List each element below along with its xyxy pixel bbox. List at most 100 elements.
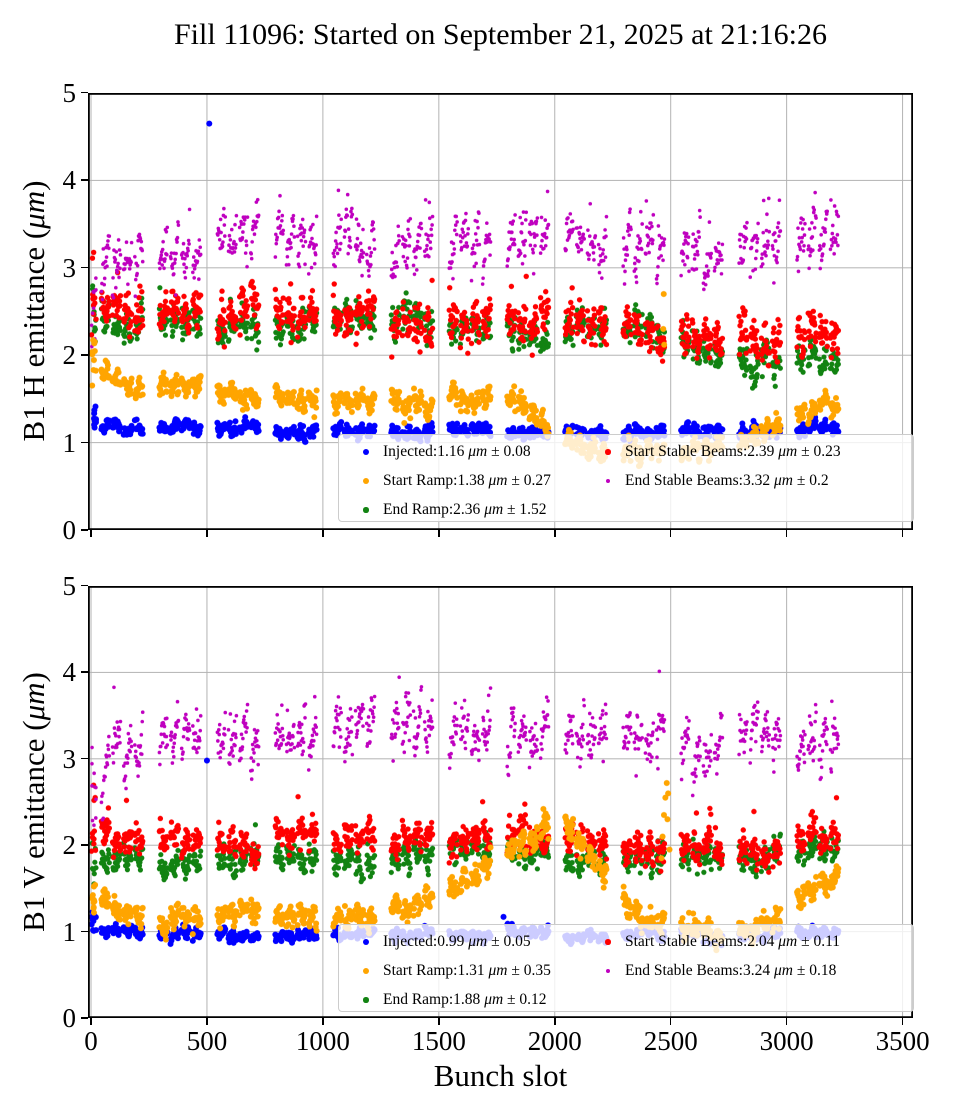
legend-entry-start-ramp: Start Ramp:1.38 μm ± 0.27 (349, 468, 551, 494)
legend-entry-injected: Injected:0.99 μm ± 0.05 (349, 929, 531, 955)
x-axis-label: Bunch slot (433, 1058, 568, 1093)
legend-label: Start Stable Beams:2.04 μm ± 0.11 (625, 933, 841, 950)
y-tick-label-B1H: 4 (62, 165, 77, 195)
legend-entry-start-ramp: Start Ramp:1.31 μm ± 0.35 (349, 958, 551, 984)
legend-label: Injected:1.16 μm ± 0.08 (383, 443, 531, 460)
legend-entry-start-stable-beams: Start Stable Beams:2.04 μm ± 0.11 (591, 929, 840, 955)
legend-marker-icon (591, 939, 625, 945)
legend-marker-icon (591, 969, 625, 973)
x-tick-B1V (90, 1018, 92, 1025)
y-tick-label-B1V: 0 (62, 1003, 77, 1033)
x-tick-label: 0 (84, 1026, 98, 1056)
legend-units: μm (484, 991, 504, 1008)
x-tick-B1H (206, 530, 208, 537)
y-tick-B1V (81, 930, 88, 933)
y-axis-label-b1h-units: μm (16, 190, 51, 229)
x-tick-label: 500 (186, 1026, 228, 1056)
x-tick-label: 2000 (527, 1026, 582, 1056)
y-tick-label-B1H: 2 (62, 340, 77, 370)
x-tick-B1V (322, 1018, 324, 1025)
y-tick-B1V (81, 844, 88, 846)
x-tick-label: 3000 (759, 1026, 814, 1056)
legend-entry-start-stable-beams: Start Stable Beams:2.39 μm ± 0.23 (591, 439, 841, 465)
legend-entry-end-ramp: End Ramp:1.88 μm ± 0.12 (349, 987, 547, 1013)
x-tick-B1H (90, 530, 92, 537)
legend-marker-icon (349, 997, 383, 1003)
legend-dot-icon (363, 997, 369, 1003)
legend-marker-icon (591, 449, 625, 455)
y-tick-B1H (81, 179, 88, 181)
legend-units: μm (778, 933, 798, 950)
x-tick-B1H (669, 530, 672, 537)
legend-marker-icon (591, 479, 625, 483)
y-tick-B1V (81, 671, 88, 673)
y-tick-B1H (81, 441, 88, 444)
legend-B1H: Injected:1.16 μm ± 0.08 Start Ramp:1.38 μ… (338, 434, 914, 522)
legend-units: μm (773, 472, 793, 489)
y-tick-label-B1H: 3 (62, 252, 77, 283)
legend-dot-icon (605, 449, 611, 455)
legend-marker-icon (349, 507, 383, 513)
y-axis-label-b1v-units: μm (16, 682, 51, 721)
legend-entry-injected: Injected:1.16 μm ± 0.08 (349, 439, 531, 465)
legend-entry-end-ramp: End Ramp:2.36 μm ± 1.52 (349, 497, 547, 523)
legend-dot-icon (606, 969, 610, 973)
y-tick-B1V (81, 584, 88, 587)
legend-label: Injected:0.99 μm ± 0.05 (383, 933, 531, 950)
legend-label: End Ramp:1.88 μm ± 0.12 (383, 991, 547, 1008)
legend-label: Start Ramp:1.38 μm ± 0.27 (383, 472, 551, 489)
y-tick-label-B1H: 1 (62, 427, 77, 458)
x-tick-B1H (553, 530, 556, 537)
y-tick-label-B1V: 2 (62, 830, 77, 860)
legend-label: End Ramp:2.36 μm ± 1.52 (383, 501, 547, 518)
legend-label: End Stable Beams:3.32 μm ± 0.2 (625, 472, 829, 489)
legend-units: μm (468, 443, 488, 460)
legend-units: μm (468, 933, 488, 950)
y-tick-B1V (81, 757, 88, 760)
legend-units: μm (773, 962, 793, 979)
x-tick-B1V (669, 1018, 672, 1025)
legend-dot-icon (363, 968, 369, 974)
x-tick-B1H (322, 530, 324, 537)
legend-dot-icon (363, 478, 369, 484)
legend-dot-icon (606, 479, 610, 483)
x-tick-B1H (438, 530, 440, 537)
x-tick-B1V (901, 1018, 904, 1025)
legend-entry-end-stable-beams: End Stable Beams:3.24 μm ± 0.18 (591, 958, 836, 984)
legend-dot-icon (363, 507, 369, 513)
x-tick-B1V (785, 1018, 788, 1025)
legend-units: μm (488, 962, 508, 979)
y-tick-label-B1V: 3 (62, 743, 77, 774)
legend-units: μm (778, 443, 798, 460)
y-tick-B1H (81, 529, 88, 531)
y-tick-B1H (81, 354, 88, 356)
y-tick-label-B1V: 4 (62, 657, 77, 687)
x-tick-label: 1500 (411, 1026, 466, 1056)
legend-marker-icon (349, 449, 383, 455)
x-tick-B1H (901, 530, 904, 537)
legend-dot-icon (363, 449, 369, 455)
x-tick-B1H (785, 530, 788, 537)
legend-marker-icon (349, 968, 383, 974)
y-tick-label-B1V: 5 (62, 570, 77, 601)
legend-marker-icon (349, 478, 383, 484)
legend-label: End Stable Beams:3.24 μm ± 0.18 (625, 962, 837, 979)
y-tick-label-B1H: 5 (62, 77, 77, 108)
x-tick-B1V (553, 1018, 556, 1025)
legend-label: Start Ramp:1.31 μm ± 0.35 (383, 962, 551, 979)
legend-B1V: Injected:0.99 μm ± 0.05 Start Ramp:1.31 μ… (338, 924, 914, 1012)
y-tick-label-B1V: 1 (62, 916, 77, 947)
y-tick-B1H (81, 91, 88, 94)
chart-title: Fill 11096: Started on September 21, 202… (174, 18, 827, 51)
x-tick-label: 1000 (295, 1026, 350, 1056)
x-tick-B1V (206, 1018, 208, 1025)
legend-units: μm (488, 472, 508, 489)
y-tick-label-B1H: 0 (62, 515, 77, 545)
x-tick-label: 2500 (643, 1026, 698, 1056)
legend-dot-icon (605, 939, 611, 945)
y-tick-B1V (81, 1017, 88, 1019)
legend-label: Start Stable Beams:2.39 μm ± 0.23 (625, 443, 841, 460)
y-tick-B1H (81, 266, 88, 269)
legend-entry-end-stable-beams: End Stable Beams:3.32 μm ± 0.2 (591, 468, 829, 494)
